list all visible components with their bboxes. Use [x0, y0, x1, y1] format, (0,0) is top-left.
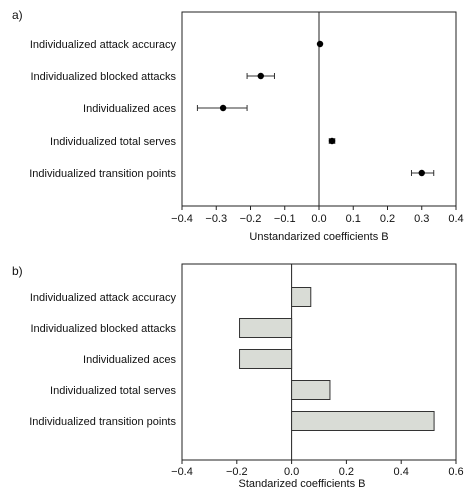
- panel-b-bar: [291, 287, 312, 307]
- panel-b-category-label: Individualized total serves: [50, 385, 176, 397]
- panel-a-markers: [196, 40, 435, 177]
- panel-b-x-tick-label: 0.2: [339, 466, 354, 478]
- panel-b-plot-frame: [181, 263, 457, 461]
- panel-a-x-tick-label: 0.3: [414, 213, 429, 225]
- panel-b-x-tick-label: −0.2: [226, 466, 248, 478]
- panel-b-x-axis: −0.4 −0.2 0.0 0.2 0.4 0.6: [171, 460, 464, 478]
- panel-a-category-label: Individualized attack accuracy: [30, 39, 177, 51]
- panel-a-x-axis-title: Unstandarized coefficients B: [249, 231, 388, 243]
- panel-a-point: [328, 137, 336, 145]
- panel-b-x-tick-label: 0.4: [394, 466, 409, 478]
- panel-a-y-axis: Individualized attack accuracy Individual…: [29, 39, 176, 180]
- panel-a-category-label: Individualized total serves: [50, 136, 176, 148]
- panel-b-x-tick-label: −0.4: [171, 466, 193, 478]
- panel-a-point: [418, 169, 425, 177]
- panel-a-x-axis: −0.4 −0.3 −0.2 −0.1 0.0 0.1 0.2 0.3 0.4: [171, 206, 464, 225]
- panel-a-x-tick-label: 0.1: [346, 213, 361, 225]
- panel-b-bars: [239, 287, 435, 431]
- panel-a-x-tick-label: 0.0: [311, 213, 326, 225]
- panel-b-x-axis-title: Standarized coefficients B: [239, 478, 366, 490]
- panel-b-x-tick-label: 0.6: [448, 466, 463, 478]
- panel-a-x-tick-label: 0.2: [380, 213, 395, 225]
- panel-b-bar: [291, 411, 435, 431]
- panel-b-bar: [239, 318, 293, 338]
- panel-b-x-tick-label: 0.0: [284, 466, 299, 478]
- panel-b-category-label: Individualized transition points: [29, 416, 176, 428]
- panel-a-x-tick-label: −0.3: [205, 213, 227, 225]
- panel-a-category-label: Individualized blocked attacks: [30, 71, 176, 83]
- panel-b-y-axis: Individualized attack accuracy Individual…: [29, 292, 176, 428]
- panel-a-label: a): [12, 8, 23, 22]
- panel-a-point: [257, 72, 264, 80]
- panel-b-bar: [239, 349, 293, 369]
- panel-b: b) −0.4 −0.2 0.0 0.2 0.4 0.6 Individualized a…: [12, 263, 464, 490]
- panel-a-point: [316, 40, 324, 48]
- panel-a-x-tick-label: 0.4: [448, 213, 463, 225]
- panel-a-x-tick-label: −0.2: [240, 213, 262, 225]
- panel-b-label: b): [12, 264, 23, 278]
- panel-a-x-tick-label: −0.4: [171, 213, 193, 225]
- panel-b-category-label: Individualized aces: [83, 354, 176, 366]
- panel-a-x-tick-label: −0.1: [274, 213, 296, 225]
- panel-b-category-label: Individualized blocked attacks: [30, 323, 176, 335]
- panel-a-category-label: Individualized aces: [83, 103, 176, 115]
- panel-a-point: [219, 104, 227, 112]
- panel-b-bar: [291, 380, 331, 400]
- panel-a: a) −0.4 −0.3 −0.2 −0.1 0.0 0.1 0.2 0.3 0.4 Indiv…: [12, 8, 464, 243]
- panel-b-category-label: Individualized attack accuracy: [30, 292, 177, 304]
- panel-a-category-label: Individualized transition points: [29, 168, 176, 180]
